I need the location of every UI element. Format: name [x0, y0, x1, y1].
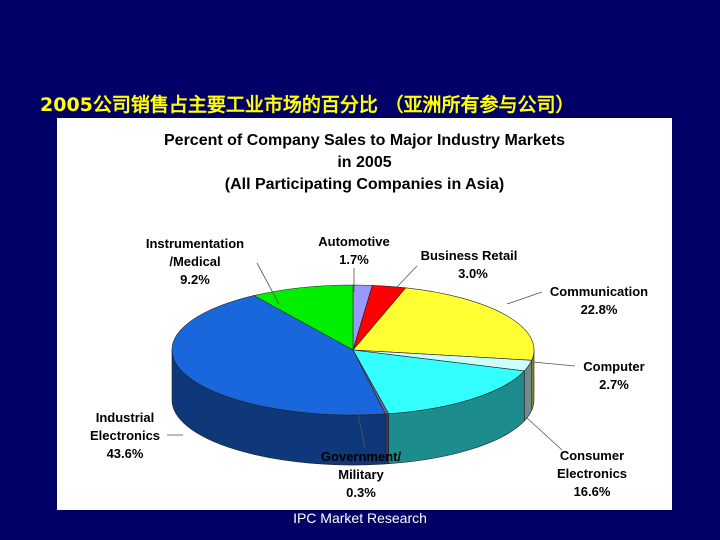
chart-title-line-1: Percent of Company Sales to Major Indust… — [164, 132, 565, 149]
leader-line-business-retail — [394, 265, 418, 290]
pie-side-walls — [171, 349, 535, 466]
slice-label-government-military-2: Military — [338, 467, 384, 482]
slice-value-communication: 22.8% — [581, 302, 618, 317]
slice-value-government-military: 0.3% — [346, 485, 376, 500]
slice-label-consumer-electronics-2: Electronics — [557, 466, 627, 481]
slice-label-instrumentation-medical-1: Instrumentation — [146, 236, 244, 251]
slice-label-instrumentation-medical-2: /Medical — [169, 254, 220, 269]
chart-title-line-3: (All Participating Companies in Asia) — [224, 176, 505, 193]
slide-title: 2005公司销售占主要工业市场的百分比 （亚洲所有参与公司） — [40, 94, 575, 116]
slice-label-computer: Computer — [583, 359, 644, 374]
slice-label-communication: Communication — [550, 284, 648, 299]
chart-title: Percent of Company Sales to Major Indust… — [57, 130, 672, 196]
slice-label-consumer-electronics-1: Consumer — [560, 448, 624, 463]
chart-panel: Percent of Company Sales to Major Indust… — [57, 118, 672, 510]
leader-line-computer — [532, 361, 576, 367]
slice-label-industrial-electronics-2: Electronics — [90, 428, 160, 443]
pie-slice-industrial-electronics — [171, 295, 386, 416]
source-note: IPC Market Research — [293, 510, 427, 526]
slice-value-automotive: 1.7% — [339, 252, 369, 267]
pie-top-faces — [171, 284, 535, 416]
slice-value-industrial-electronics: 43.6% — [107, 446, 144, 461]
leader-line-instrumentation-medical — [256, 262, 280, 305]
pie-chart: Automotive 1.7% Business Retail 3.0% Communi… — [90, 234, 648, 500]
slice-value-business-retail: 3.0% — [458, 266, 488, 281]
pie-slice-instrumentation-medical — [253, 284, 354, 351]
slice-label-industrial-electronics-1: Industrial — [96, 410, 155, 425]
slice-label-business-retail: Business Retail — [421, 248, 518, 263]
pie-slice-consumer-electronics — [352, 349, 525, 415]
slice-value-instrumentation-medical: 9.2% — [180, 272, 210, 287]
slice-value-consumer-electronics: 16.6% — [574, 484, 611, 499]
leader-line-consumer-electronics — [526, 417, 563, 451]
leader-line-communication — [506, 291, 543, 305]
slice-label-government-military-1: Government/ — [321, 449, 402, 464]
slice-value-computer: 2.7% — [599, 377, 629, 392]
pie-slice-communication — [352, 287, 535, 361]
slice-label-automotive: Automotive — [318, 234, 390, 249]
chart-title-line-2: in 2005 — [337, 154, 392, 171]
leader-line-government-military — [356, 407, 366, 449]
pie-labels: Automotive 1.7% Business Retail 3.0% Communi… — [90, 234, 648, 500]
